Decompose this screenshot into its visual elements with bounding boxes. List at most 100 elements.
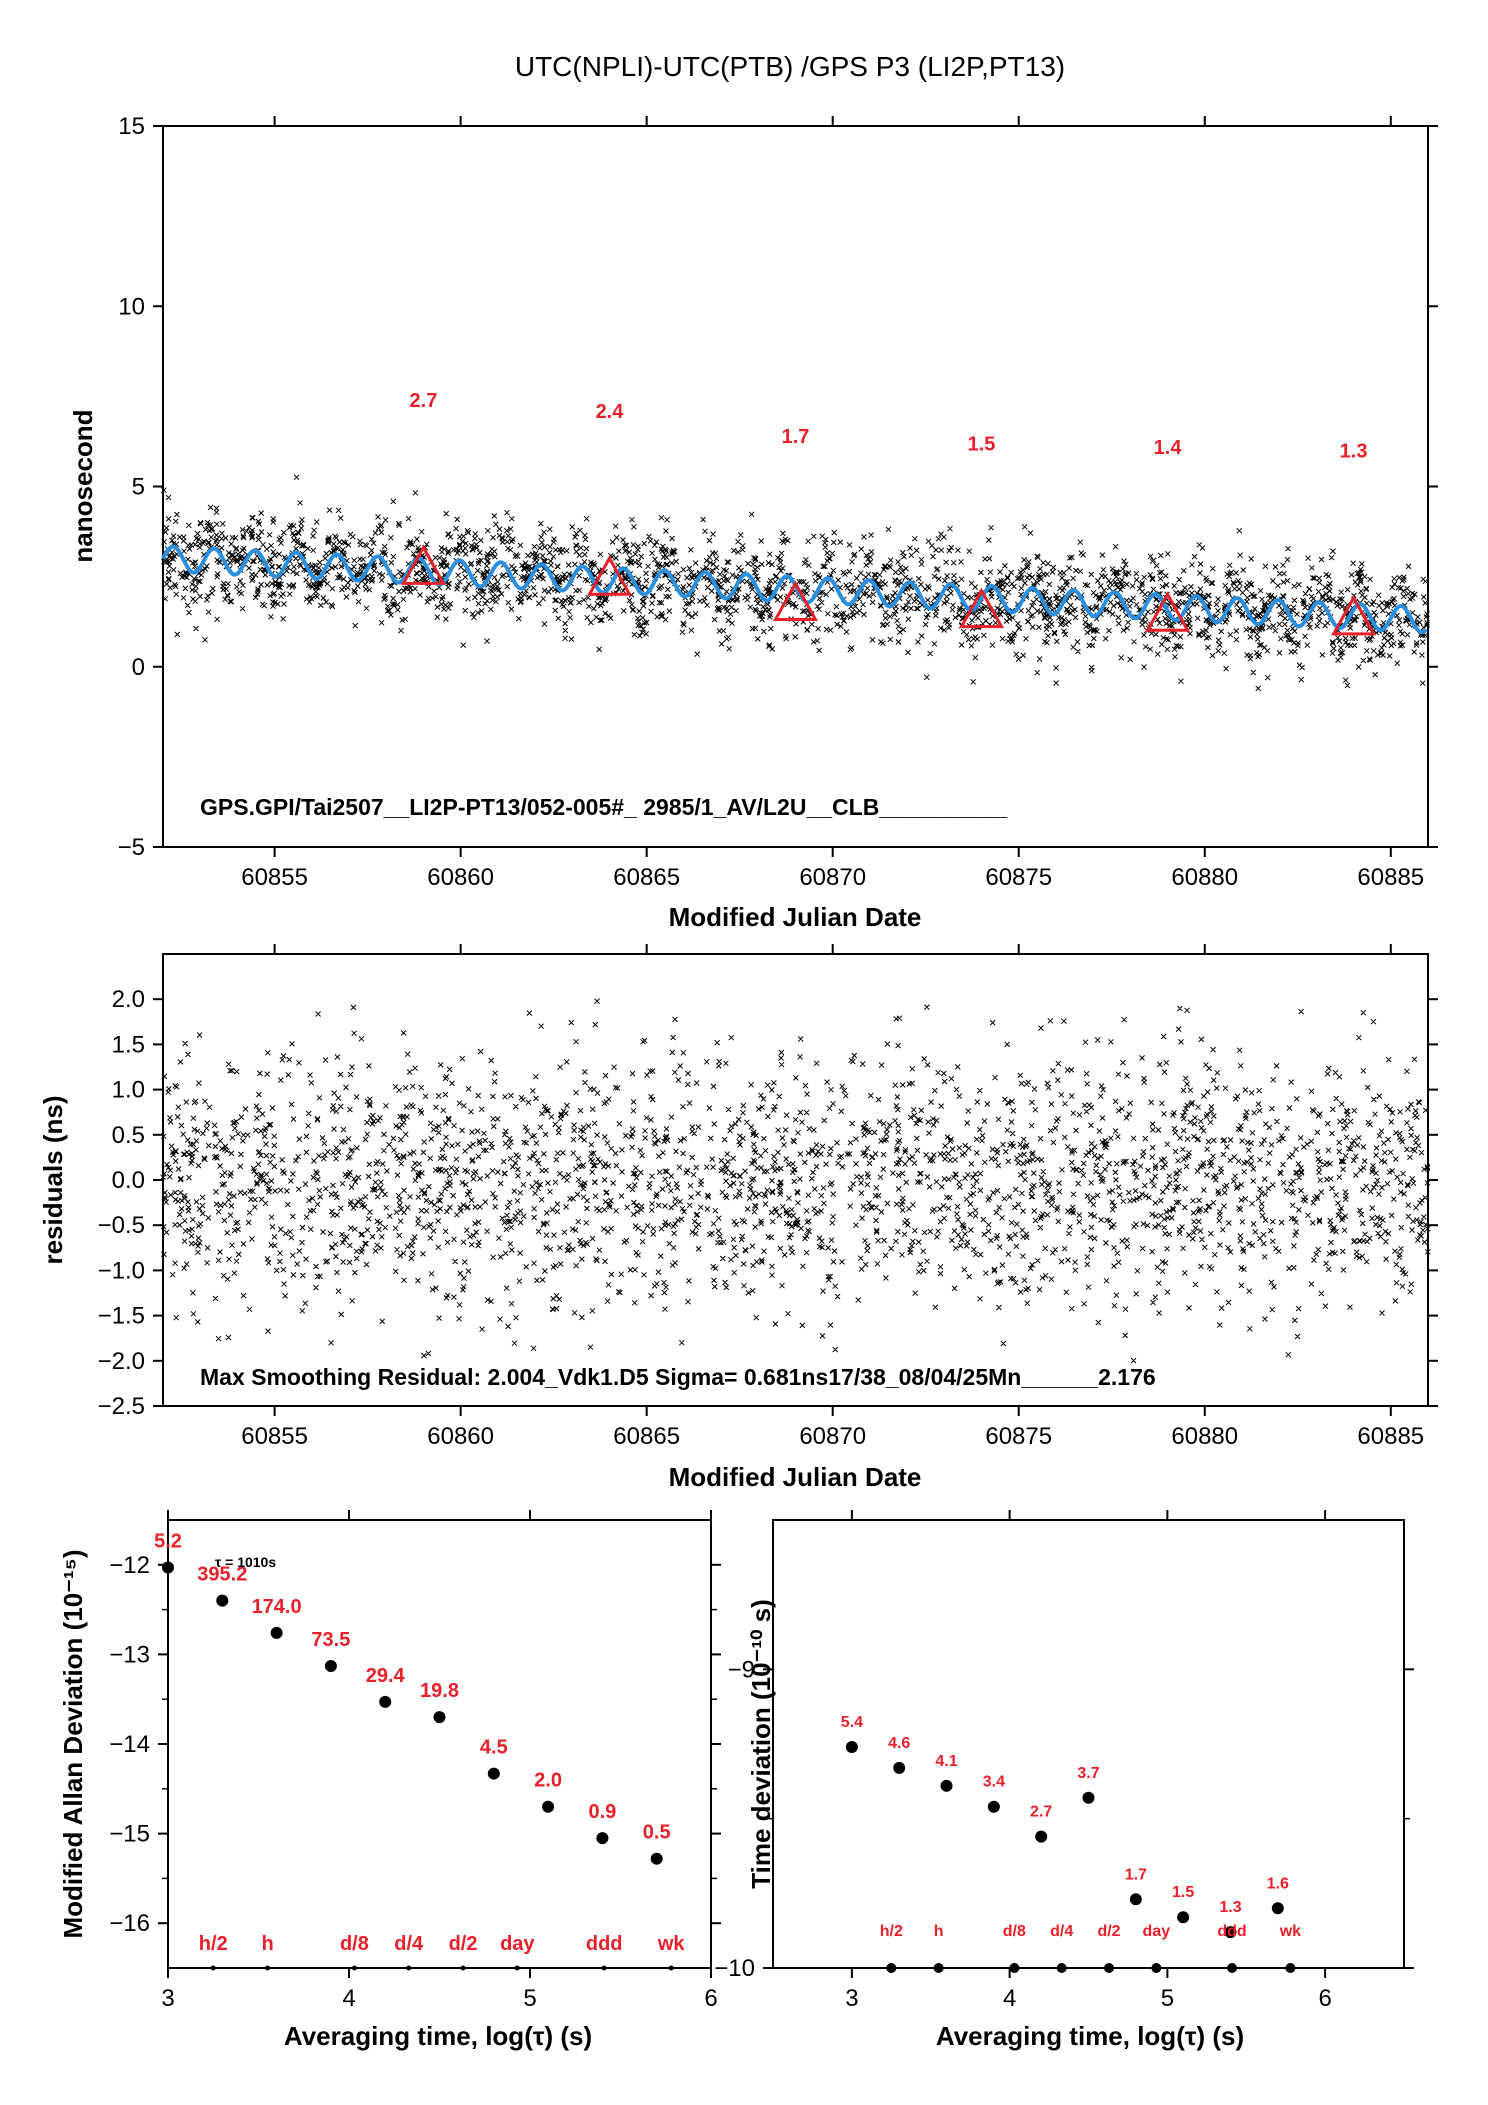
y-tick-label-3: 10: [118, 293, 145, 320]
x-tick-label-2: 5: [1161, 1985, 1174, 2012]
deviation-point-3: [324, 1660, 337, 1673]
x-tick-label-2: 60865: [613, 864, 680, 891]
y-tick-label-5: 0.0: [112, 1167, 145, 1194]
interval-marker-5: [1151, 1963, 1162, 1973]
x-tick-label-2: 60865: [613, 1423, 680, 1450]
y-axis-label: nanosecond: [68, 409, 98, 562]
axis-ticks: 60855 60860 60865 60870 60875 60880 60885 −5 0 5 1…: [118, 113, 1438, 891]
interval-marker-6: [1227, 1963, 1238, 1973]
deviation-point-5: [433, 1711, 446, 1724]
residuals-panel: 60855 60860 60865 60870 60875 60880 60885 −2.5 −…: [38, 944, 1438, 1492]
plot-frame: [162, 125, 1429, 848]
deviation-label-5: 19.8: [420, 1680, 459, 1702]
x-tick-label-6: 60885: [1357, 864, 1424, 891]
x-tick-label-1: 4: [1003, 1985, 1016, 2012]
interval-label-1: h: [261, 1933, 273, 1955]
y-axis-label: Time deviation (10⁻¹⁰ s): [746, 1599, 776, 1889]
residual-points: [160, 998, 1431, 1364]
x-tick-label-1: 60860: [427, 864, 494, 891]
y-tick-label-2: −1.5: [98, 1303, 145, 1330]
x-tick-label-0: 60855: [241, 864, 308, 891]
y-tick-label-0: −10: [714, 1955, 755, 1982]
triangle-marker-2: [772, 580, 819, 621]
triangle-label-5: 1.3: [1340, 441, 1368, 463]
interval-label-3: d/4: [1050, 1923, 1073, 1940]
deviation-label-0: 5.2: [154, 1530, 182, 1552]
interval-marker-1: [265, 1965, 271, 1971]
deviation-label-8: 1.3: [1219, 1899, 1241, 1916]
interval-marker-7: [1285, 1963, 1296, 1973]
interval-label-5: day: [500, 1933, 535, 1955]
x-tick-label-0: 60855: [241, 1423, 308, 1450]
chart-title: UTC(NPLI)-UTC(PTB) /GPS P3 (LI2P,PT13): [515, 51, 1065, 82]
deviation-label-4: 29.4: [366, 1665, 406, 1687]
deviation-label-2: 4.1: [935, 1753, 957, 1770]
x-tick-label-5: 60880: [1171, 1423, 1238, 1450]
axis-ticks: 3 4 5 6 −10 −9: [714, 1510, 1414, 2012]
y-tick-label-4: −0.5: [98, 1212, 145, 1239]
triangle-marker-0: [400, 544, 446, 585]
x-axis-label: Averaging time, log(τ) (s): [284, 2021, 592, 2051]
x-tick-label-4: 60875: [985, 864, 1052, 891]
x-tick-label-0: 3: [845, 1985, 858, 2012]
deviation-point-1: [216, 1594, 229, 1607]
triangle-marker-1: [586, 555, 633, 596]
axis-ticks: 3 4 5 6 −16 −15 −14 −13 −12: [109, 1510, 721, 2012]
interval-marker-2: [1009, 1963, 1020, 1973]
deviation-label-9: 0.5: [643, 1822, 671, 1844]
y-tick-label-2: −14: [109, 1731, 150, 1758]
interval-marker-2: [351, 1965, 357, 1971]
deviation-label-7: 2.0: [534, 1770, 562, 1792]
deviation-point-2: [940, 1779, 953, 1792]
y-tick-label-9: 2.0: [112, 986, 145, 1013]
deviation-point-7: [542, 1800, 555, 1813]
interval-label-7: wk: [657, 1933, 686, 1955]
x-axis-label: Modified Julian Date: [669, 902, 922, 932]
deviation-point-9: [650, 1852, 663, 1865]
x-tick-label-3: 60870: [799, 864, 866, 891]
y-tick-label-0: −16: [109, 1910, 150, 1937]
x-tick-label-3: 60870: [799, 1423, 866, 1450]
y-axis-label: Modified Allan Deviation (10⁻¹⁵): [58, 1550, 88, 1939]
deviation-point-9: [1271, 1902, 1284, 1915]
triangle-marker-4: [1145, 591, 1191, 632]
interval-label-4: d/2: [449, 1933, 478, 1955]
interval-label-0: h/2: [880, 1923, 903, 1940]
deviation-point-5: [1082, 1791, 1095, 1804]
x-axis-label: Averaging time, log(τ) (s): [936, 2021, 1244, 2051]
interval-label-3: d/4: [394, 1933, 424, 1955]
y-tick-label-3: −13: [109, 1641, 150, 1668]
deviation-point-8: [1224, 1926, 1237, 1939]
triangle-label-3: 1.5: [968, 433, 996, 455]
deviation-point-6: [1129, 1893, 1142, 1906]
deviation-point-4: [1035, 1830, 1048, 1843]
triangle-label-1: 2.4: [596, 401, 625, 423]
deviation-label-4: 2.7: [1030, 1804, 1052, 1821]
deviation-point-0: [162, 1561, 174, 1574]
interval-label-7: wk: [1279, 1923, 1301, 1940]
plot-frame: [772, 1519, 1405, 1969]
interval-label-5: day: [1143, 1923, 1171, 1940]
x-tick-label-0: 3: [161, 1985, 174, 2012]
axis-ticks: 60855 60860 60865 60870 60875 60880 60885 −2.5 −…: [98, 944, 1438, 1450]
interval-label-2: d/8: [340, 1933, 369, 1955]
deviation-label-9: 1.6: [1267, 1875, 1289, 1892]
x-tick-label-1: 60860: [427, 1423, 494, 1450]
interval-marker-5: [514, 1965, 520, 1971]
interval-marker-4: [1104, 1963, 1115, 1973]
deviation-point-3: [987, 1800, 1000, 1813]
residual-note: Max Smoothing Residual: 2.004_Vdk1.D5 Si…: [200, 1364, 1156, 1390]
triangle-marker-5: [1331, 594, 1377, 636]
deviation-label-3: 73.5: [311, 1629, 350, 1651]
y-tick-label-4: 15: [118, 113, 145, 140]
interval-label-2: d/8: [1003, 1923, 1026, 1940]
triangle-marker-3: [958, 587, 1005, 629]
y-tick-label-1: −2.0: [98, 1348, 145, 1375]
interval-marker-6: [601, 1965, 607, 1971]
y-tick-label-0: −2.5: [98, 1393, 145, 1420]
deviation-label-5: 3.7: [1077, 1765, 1099, 1782]
cross-markers: [160, 998, 1431, 1364]
interval-marker-3: [406, 1965, 412, 1971]
y-axis-label: residuals (ns): [38, 1095, 68, 1264]
